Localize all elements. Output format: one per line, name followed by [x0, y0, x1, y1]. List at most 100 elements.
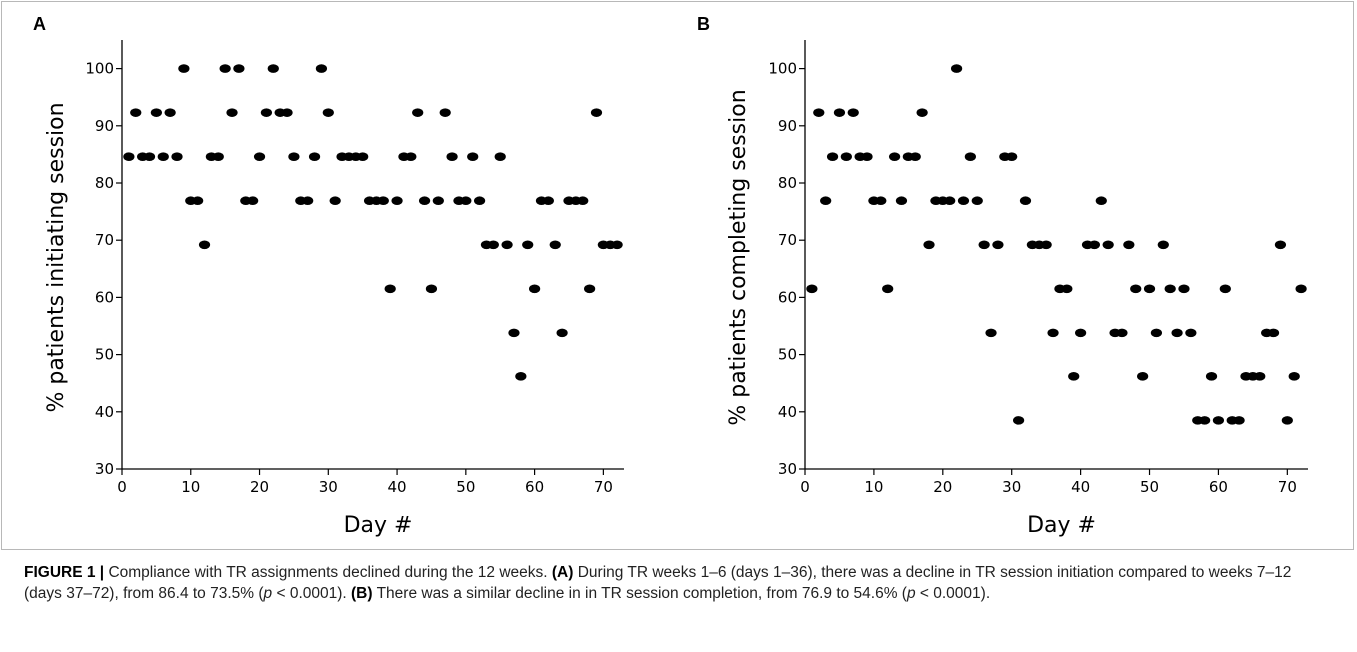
data-point	[446, 152, 458, 161]
data-point	[281, 108, 293, 117]
scatter-plot-completing: 0 10 20 30 40 50 60 70 30 40 50 60 70 80 90 100 Day # % p…	[726, 40, 1308, 538]
data-point	[357, 152, 369, 161]
data-point	[315, 64, 328, 73]
x-tick-label: 40	[388, 478, 407, 496]
data-point	[577, 196, 589, 206]
data-point	[171, 152, 183, 161]
data-point	[1061, 284, 1073, 294]
y-tick-label: 30	[95, 460, 114, 478]
data-point	[950, 64, 963, 73]
data-point	[1274, 240, 1287, 250]
caption-p-symbol-1: p	[263, 585, 273, 602]
y-tick-label: 80	[778, 174, 797, 192]
x-tick-label: 10	[864, 478, 883, 496]
data-point	[1205, 372, 1218, 381]
data-point	[405, 152, 417, 161]
x-tick-label: 20	[250, 478, 269, 496]
data-point	[1178, 284, 1190, 294]
data-point	[875, 196, 887, 206]
data-point	[130, 108, 142, 117]
data-point	[1102, 240, 1114, 250]
caption-label: FIGURE 1 |	[24, 564, 105, 581]
data-point	[1150, 328, 1163, 338]
data-point	[556, 328, 568, 338]
data-point	[985, 328, 997, 338]
data-point	[508, 328, 520, 338]
x-tick-label: 70	[1278, 478, 1297, 496]
data-point	[267, 64, 279, 73]
data-point	[1047, 328, 1059, 338]
data-point	[143, 152, 156, 161]
y-tick-label: 50	[778, 346, 797, 364]
data-point	[992, 240, 1004, 250]
data-point	[944, 196, 956, 206]
data-point	[260, 108, 273, 117]
data-point	[964, 152, 976, 161]
data-point	[253, 152, 266, 161]
y-tick-label: 90	[778, 117, 797, 135]
x-tick-label: 70	[594, 478, 613, 496]
x-tick-label: 60	[1209, 478, 1228, 496]
x-axis-title: Day #	[344, 513, 413, 538]
x-tick-label: 50	[1140, 478, 1159, 496]
x-tick-label: 0	[117, 478, 127, 496]
data-point	[150, 108, 162, 117]
data-point	[377, 196, 389, 206]
data-point	[1199, 416, 1211, 425]
data-point	[501, 240, 513, 250]
data-point	[1040, 240, 1052, 250]
figure-caption: FIGURE 1 | Compliance with TR assignment…	[24, 562, 1324, 604]
data-point	[820, 196, 832, 206]
y-tick-label: 100	[85, 60, 114, 78]
data-point	[1157, 240, 1169, 250]
data-point	[1267, 328, 1280, 338]
data-point	[198, 240, 211, 250]
data-point	[487, 240, 499, 250]
data-point	[1137, 372, 1149, 381]
data-point	[302, 196, 314, 206]
data-point	[542, 196, 554, 206]
caption-panel-b-tag: (B)	[351, 585, 373, 602]
data-point	[882, 284, 894, 294]
x-axis-title: Day #	[1027, 513, 1096, 538]
data-point	[1019, 196, 1032, 206]
data-point	[308, 152, 321, 161]
data-point	[1281, 416, 1293, 425]
data-point	[826, 152, 839, 161]
data-point	[909, 152, 921, 161]
data-point	[1006, 152, 1018, 161]
data-point	[1088, 240, 1100, 250]
data-point	[611, 240, 623, 250]
data-point	[391, 196, 403, 206]
data-point	[467, 152, 479, 161]
data-point	[1288, 372, 1300, 381]
figure-frame	[1, 1, 1354, 550]
data-point	[584, 284, 596, 294]
data-point	[916, 108, 928, 117]
data-point	[418, 196, 431, 206]
y-tick-label: 70	[778, 231, 797, 249]
data-point	[590, 108, 603, 117]
data-point	[425, 284, 438, 294]
data-point	[1075, 328, 1087, 338]
y-tick-label: 100	[768, 60, 797, 78]
data-point	[473, 196, 486, 206]
data-point	[412, 108, 424, 117]
caption-text-3: < 0.0001).	[272, 585, 352, 602]
x-tick-label: 10	[181, 478, 200, 496]
data-point	[888, 152, 901, 161]
data-point	[549, 240, 561, 250]
data-point	[833, 108, 846, 117]
y-tick-label: 40	[95, 403, 114, 421]
data-point	[192, 196, 204, 206]
x-tick-label: 30	[1002, 478, 1021, 496]
y-tick-label: 60	[778, 288, 797, 306]
data-point	[971, 196, 983, 206]
data-point	[432, 196, 444, 206]
data-point	[1123, 240, 1135, 250]
data-point	[1130, 284, 1142, 294]
y-tick-label: 60	[95, 288, 114, 306]
data-point	[978, 240, 990, 250]
data-point	[494, 152, 506, 161]
y-tick-label: 40	[778, 403, 797, 421]
